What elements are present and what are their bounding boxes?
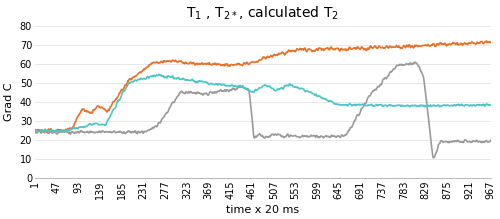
X-axis label: time x 20 ms: time x 20 ms	[226, 205, 300, 215]
Title: T$_1$ , T$_{2*}$, calculated T$_2$: T$_1$ , T$_{2*}$, calculated T$_2$	[186, 4, 340, 21]
Y-axis label: Grad C: Grad C	[4, 82, 14, 121]
